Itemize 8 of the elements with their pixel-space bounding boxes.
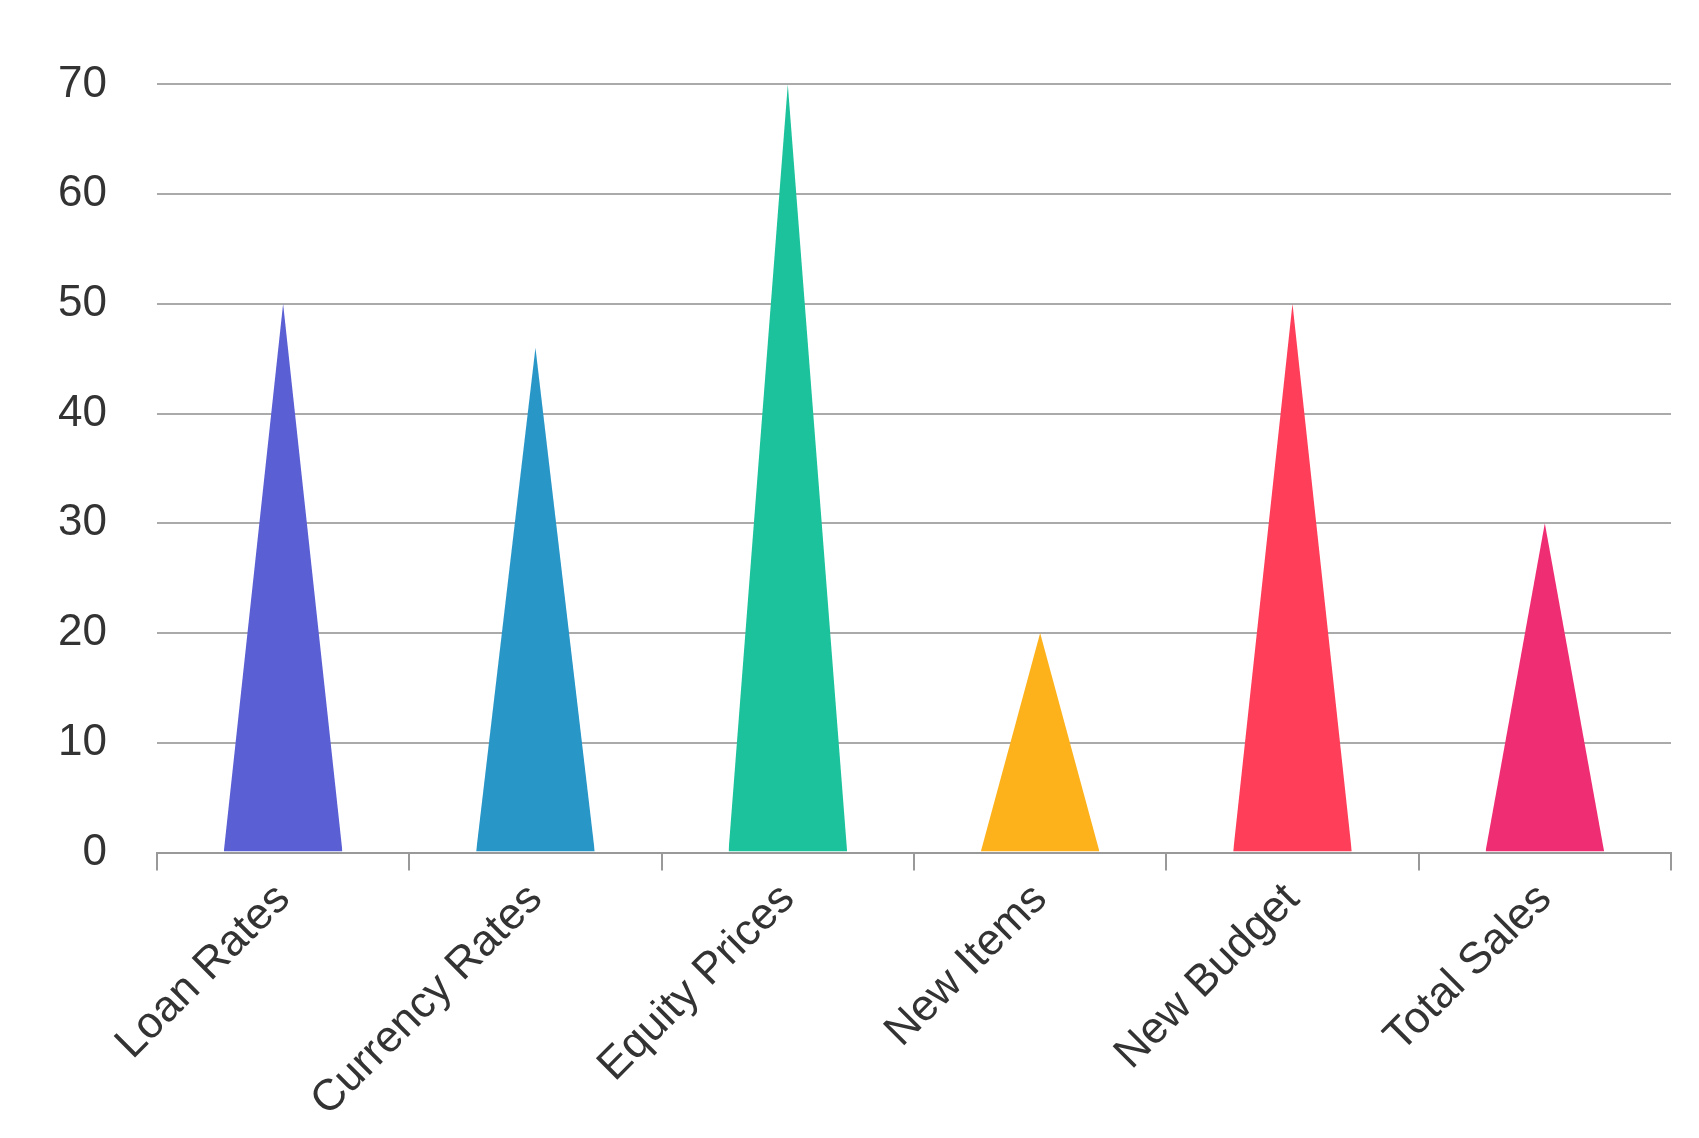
y-tick-label: 70 xyxy=(57,56,107,106)
y-tick-label: 30 xyxy=(57,495,107,545)
y-tick-label: 60 xyxy=(57,166,107,216)
y-tick-label: 20 xyxy=(57,605,107,655)
y-tick-label: 0 xyxy=(82,824,107,874)
y-tick-label: 50 xyxy=(57,276,107,326)
y-tick-label: 10 xyxy=(57,714,107,764)
y-tick-label: 40 xyxy=(57,385,107,435)
